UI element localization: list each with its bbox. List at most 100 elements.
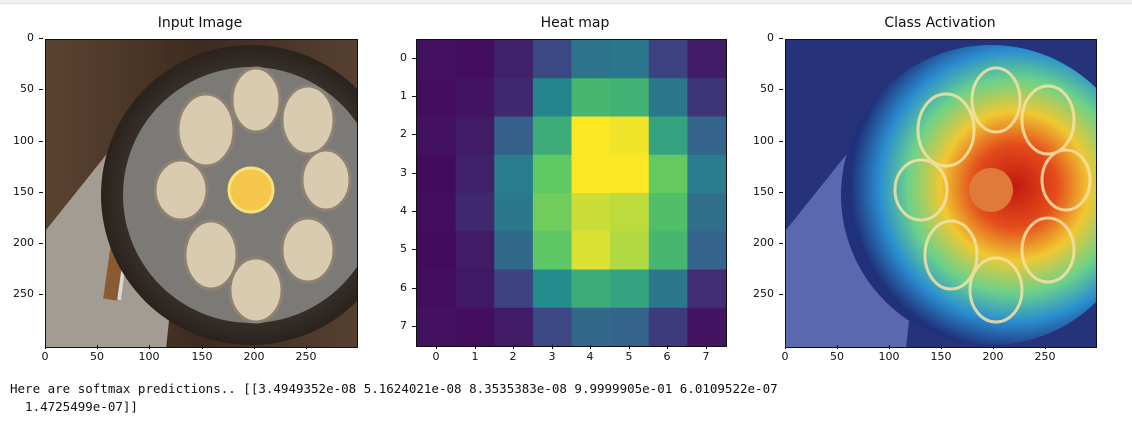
- y-tick-label: 250: [744, 287, 783, 300]
- heatmap-cell: [455, 116, 495, 156]
- overlay-illustration: [786, 40, 1096, 347]
- x-tick-label: 150: [187, 345, 217, 363]
- heatmap-cell: [687, 231, 726, 270]
- heatmap-cell: [417, 307, 457, 346]
- heatmap-cell: [455, 154, 495, 194]
- heatmap-cell: [610, 269, 650, 309]
- heatmap-cell: [610, 193, 650, 232]
- heatmap-cell: [494, 231, 534, 270]
- heatmap-cell: [571, 78, 611, 117]
- heatmap-cell: [455, 193, 495, 232]
- panel-title: Class Activation: [884, 15, 996, 31]
- heatmap-cell: [455, 78, 495, 117]
- heatmap-cell: [610, 78, 650, 117]
- heatmap-cell: [648, 78, 688, 117]
- heatmap-cell: [532, 40, 573, 79]
- heatmap-cell: [687, 269, 726, 309]
- x-tick-label: 150: [926, 345, 956, 363]
- y-tick-label: 200: [744, 236, 783, 249]
- heatmap-cell: [610, 307, 650, 346]
- heatmap-cell: [494, 193, 534, 232]
- heatmap-cell: [494, 78, 534, 117]
- x-tick-label: 0: [770, 345, 800, 363]
- heatmap-cell: [571, 193, 611, 232]
- y-tick-label: 250: [4, 287, 43, 300]
- heatmap-cell: [532, 269, 573, 309]
- x-tick-label: 100: [874, 345, 904, 363]
- y-tick-label: 7: [377, 319, 416, 332]
- cell-output-text: Here are softmax predictions.. [[3.49493…: [10, 380, 778, 416]
- heatmap-cell: [687, 78, 726, 117]
- y-tick-label: 1: [377, 89, 416, 102]
- heatmap-cell: [417, 116, 457, 156]
- heatmap-cell: [648, 116, 688, 156]
- class-activation-panel: Class Activation: [740, 0, 1132, 372]
- heatmap-cell: [687, 193, 726, 232]
- heatmap-cell: [648, 231, 688, 270]
- x-tick-label: 50: [82, 345, 112, 363]
- heatmap-cell: [610, 154, 650, 194]
- heatmap-panel: Heat map 0 1 2 3 4 5 6 7 0 1 2 3 4 5 6 7: [380, 0, 750, 372]
- heatmap-cell: [532, 154, 573, 194]
- x-tick-label: 200: [239, 345, 269, 363]
- y-tick-label: 4: [377, 204, 416, 217]
- x-tick-label: 5: [614, 345, 644, 363]
- y-tick-label: 0: [377, 51, 416, 64]
- y-tick-label: 50: [4, 82, 43, 95]
- heatmap-cell: [610, 116, 650, 156]
- y-tick-label: 150: [4, 185, 43, 198]
- heatmap-cell: [687, 154, 726, 194]
- x-tick-label: 0: [30, 345, 60, 363]
- heatmap-cell: [687, 307, 726, 346]
- y-tick-label: 100: [744, 134, 783, 147]
- heatmap-cell: [648, 40, 688, 79]
- heatmap-cell: [610, 231, 650, 270]
- oyster-photo: [45, 39, 358, 348]
- heatmap-cell: [417, 269, 457, 309]
- x-tick-label: 4: [575, 345, 605, 363]
- heatmap-cell: [571, 269, 611, 309]
- panel-title: Input Image: [157, 15, 243, 31]
- heatmap-cell: [648, 193, 688, 232]
- heatmap-cell: [532, 307, 573, 346]
- x-tick-label: 0: [421, 345, 451, 363]
- heatmap-cell: [455, 231, 495, 270]
- output-line: Here are softmax predictions.. [[3.49493…: [10, 381, 778, 396]
- x-tick-label: 7: [691, 345, 721, 363]
- heatmap-cell: [417, 193, 457, 232]
- heatmap-cell: [687, 40, 726, 79]
- heatmap-cell: [571, 231, 611, 270]
- heatmap-cell: [532, 78, 573, 117]
- output-line: 1.4725499e-07]]: [10, 399, 138, 414]
- y-tick-label: 100: [4, 134, 43, 147]
- y-tick-label: 6: [377, 281, 416, 294]
- heatmap-cell: [648, 307, 688, 346]
- heatmap-cell: [494, 269, 534, 309]
- x-tick-label: 100: [134, 345, 164, 363]
- y-tick-label: 5: [377, 242, 416, 255]
- x-tick-label: 250: [291, 345, 321, 363]
- heatmap-cell: [494, 40, 534, 79]
- y-tick-label: 0: [4, 31, 43, 44]
- x-tick-label: 200: [978, 345, 1008, 363]
- heatmap-cell: [455, 269, 495, 309]
- y-tick-label: 200: [4, 236, 43, 249]
- x-tick-label: 1: [460, 345, 490, 363]
- heatmap-cell: [455, 307, 495, 346]
- heatmap-grid: [416, 39, 727, 347]
- heatmap-cell: [532, 116, 573, 156]
- heatmap-cell: [417, 78, 457, 117]
- x-tick-label: 3: [537, 345, 567, 363]
- x-tick-label: 250: [1030, 345, 1060, 363]
- heatmap-cell: [687, 116, 726, 156]
- heatmap-cell: [571, 40, 611, 79]
- panel-title: Heat map: [540, 15, 610, 31]
- heatmap-cell: [532, 193, 573, 232]
- heatmap-cell: [494, 154, 534, 194]
- heatmap-cell: [571, 116, 611, 156]
- y-tick-label: 150: [744, 185, 783, 198]
- heatmap-cell: [494, 116, 534, 156]
- notebook-top-border: [0, 0, 1132, 4]
- y-tick-label: 2: [377, 127, 416, 140]
- x-tick-label: 2: [498, 345, 528, 363]
